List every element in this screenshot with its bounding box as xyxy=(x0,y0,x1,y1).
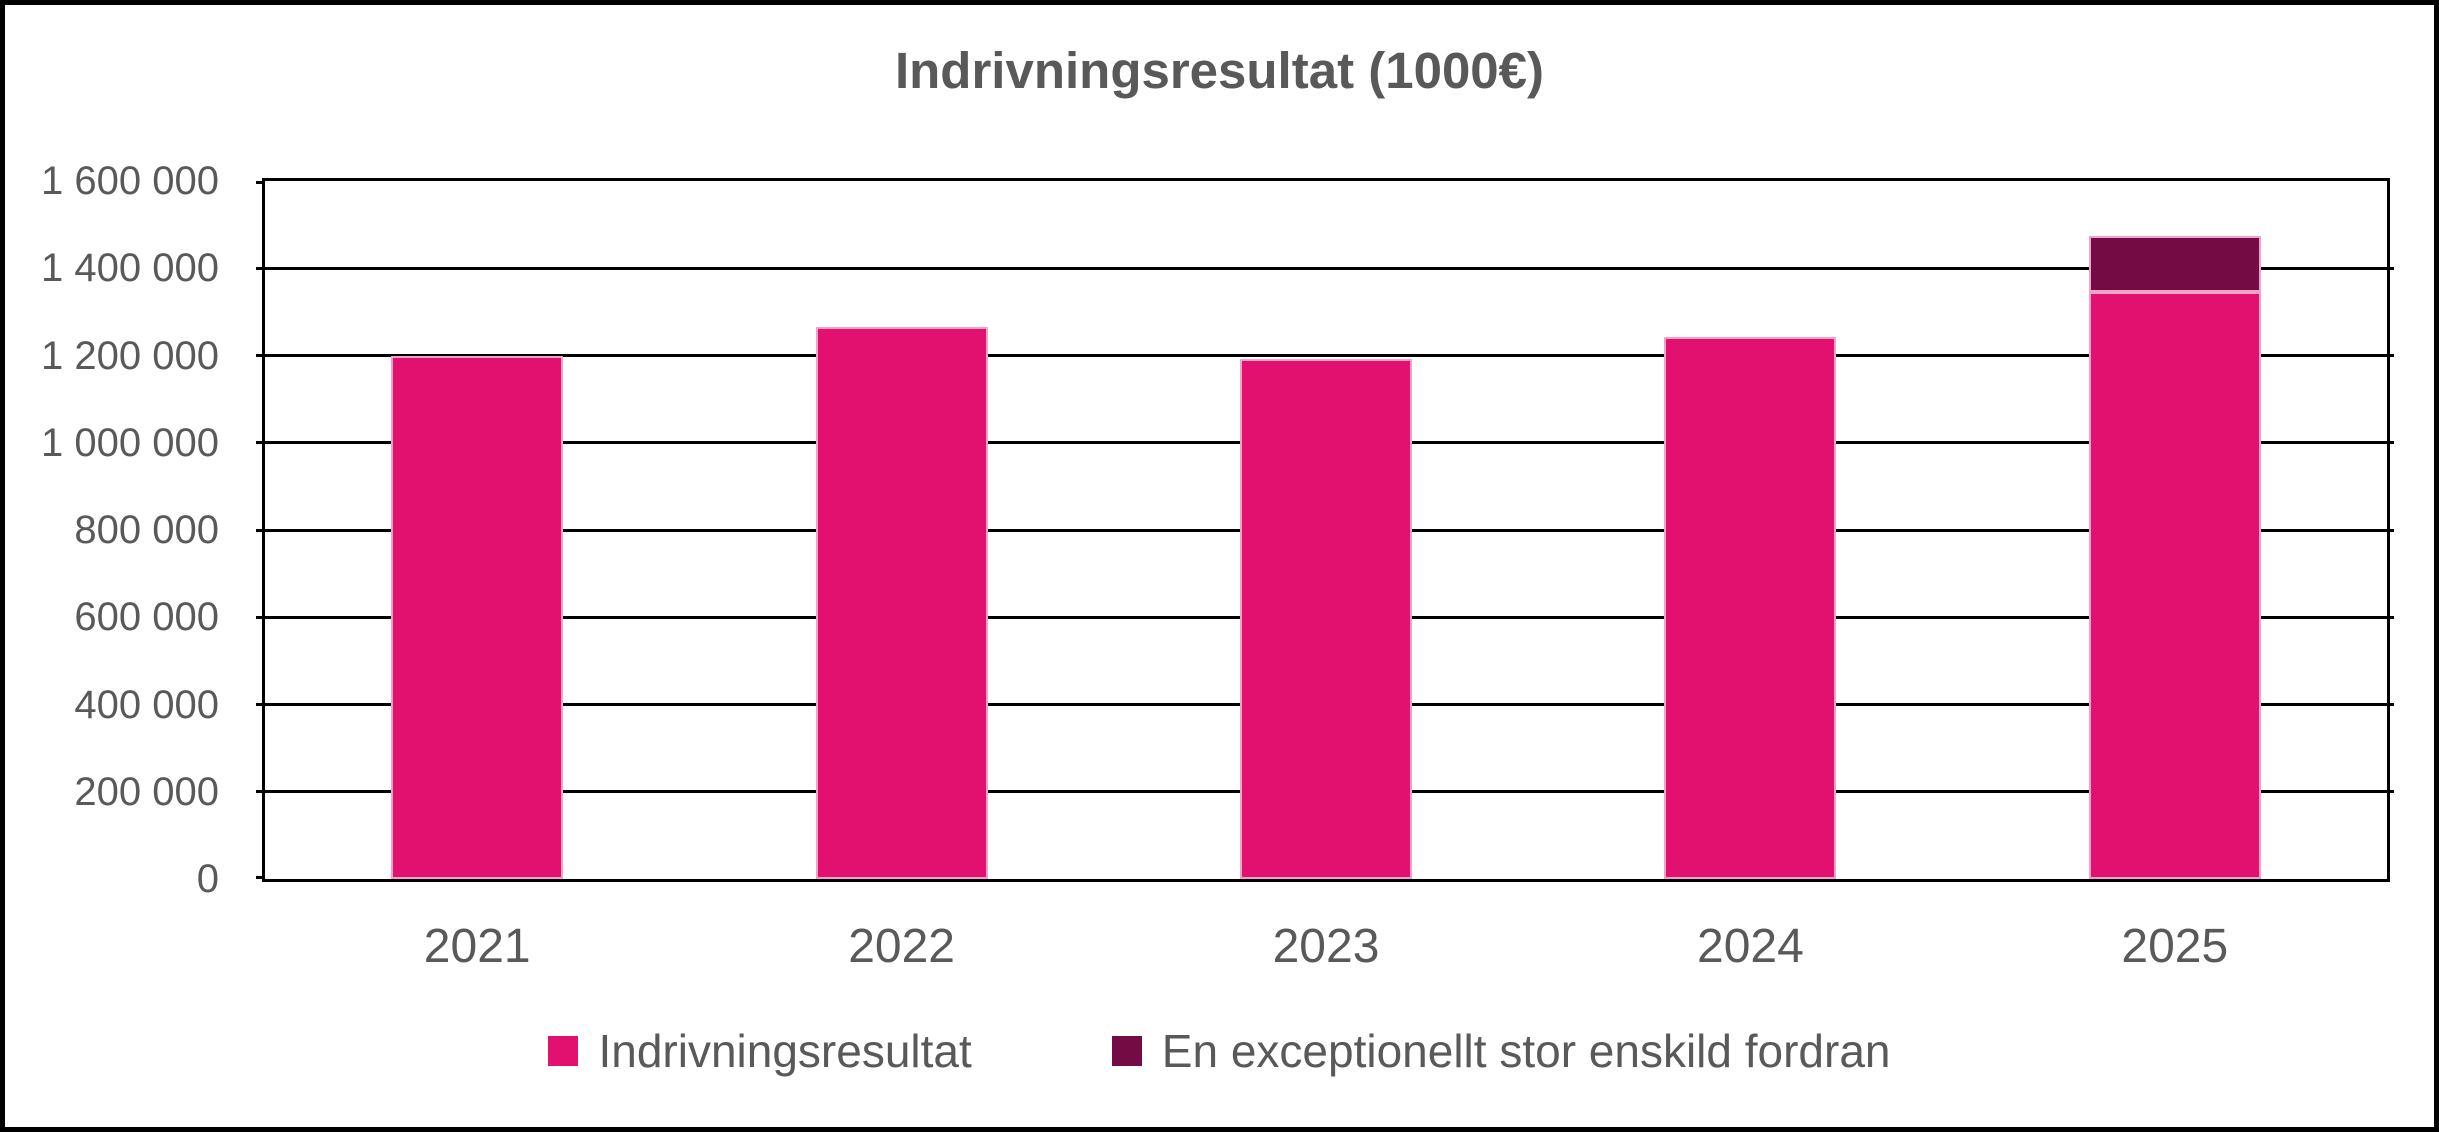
bar-2025-indrivningsresultat xyxy=(2088,292,2261,879)
legend-label: Indrivningsresultat xyxy=(598,1025,972,1077)
x-tick-label-2024: 2024 xyxy=(1697,920,1804,973)
y-axis-tick xyxy=(256,790,265,794)
y-tick-label: 1 200 000 xyxy=(41,333,219,378)
y-tick-label: 0 xyxy=(196,857,219,901)
x-tick-label-2025: 2025 xyxy=(2121,920,2229,973)
y-tick-label: 1 600 000 xyxy=(41,159,219,203)
y-axis: 0 200 000 400 000 600 000 800 000 1 000 000 1 … xyxy=(5,159,219,901)
y-axis-tick xyxy=(256,441,265,445)
y-axis-tick xyxy=(256,266,265,270)
y-axis-tick xyxy=(256,876,265,879)
y-axis-tick xyxy=(256,181,265,184)
x-axis: 2021 2022 2023 2024 2025 xyxy=(262,917,2390,981)
y-axis-tick xyxy=(256,615,265,619)
bar-2025-en-exceptionellt-stor-enskild-fordran xyxy=(2088,235,2261,293)
legend: Indrivningsresultat En exceptionellt stor… xyxy=(5,1023,2434,1079)
bar-2021-indrivningsresultat xyxy=(391,355,564,879)
y-tick-label: 400 000 xyxy=(74,682,219,727)
x-tick-label-2022: 2022 xyxy=(848,920,955,973)
plot-area xyxy=(256,178,2394,882)
gridline xyxy=(256,354,2394,357)
gridline xyxy=(256,266,2394,270)
legend-item-2: En exceptionellt stor enskild fordran xyxy=(1111,1023,1891,1079)
bar-2024-indrivningsresultat xyxy=(1664,336,1837,879)
chart-title: Indrivningsresultat (1000€) xyxy=(894,42,1545,99)
y-tick-label: 1 400 000 xyxy=(41,246,219,291)
y-tick-label: 1 000 000 xyxy=(41,420,219,465)
bar-2022-indrivningsresultat xyxy=(815,327,988,879)
y-axis-tick xyxy=(256,528,265,532)
bar-2023-indrivningsresultat xyxy=(1240,358,1412,879)
legend-label: En exceptionellt stor enskild fordran xyxy=(1161,1025,1891,1077)
y-axis-tick xyxy=(256,703,265,706)
y-axis-tick xyxy=(256,354,265,357)
y-tick-label: 600 000 xyxy=(74,595,219,640)
legend-swatch-icon xyxy=(1111,1036,1142,1066)
legend-item-1: Indrivningsresultat xyxy=(548,1023,972,1079)
y-tick-label: 800 000 xyxy=(74,508,219,552)
y-tick-label: 200 000 xyxy=(74,769,219,814)
x-tick-label-2023: 2023 xyxy=(1272,920,1380,973)
x-tick-label-2021: 2021 xyxy=(423,920,531,973)
legend-swatch-icon xyxy=(548,1036,579,1066)
